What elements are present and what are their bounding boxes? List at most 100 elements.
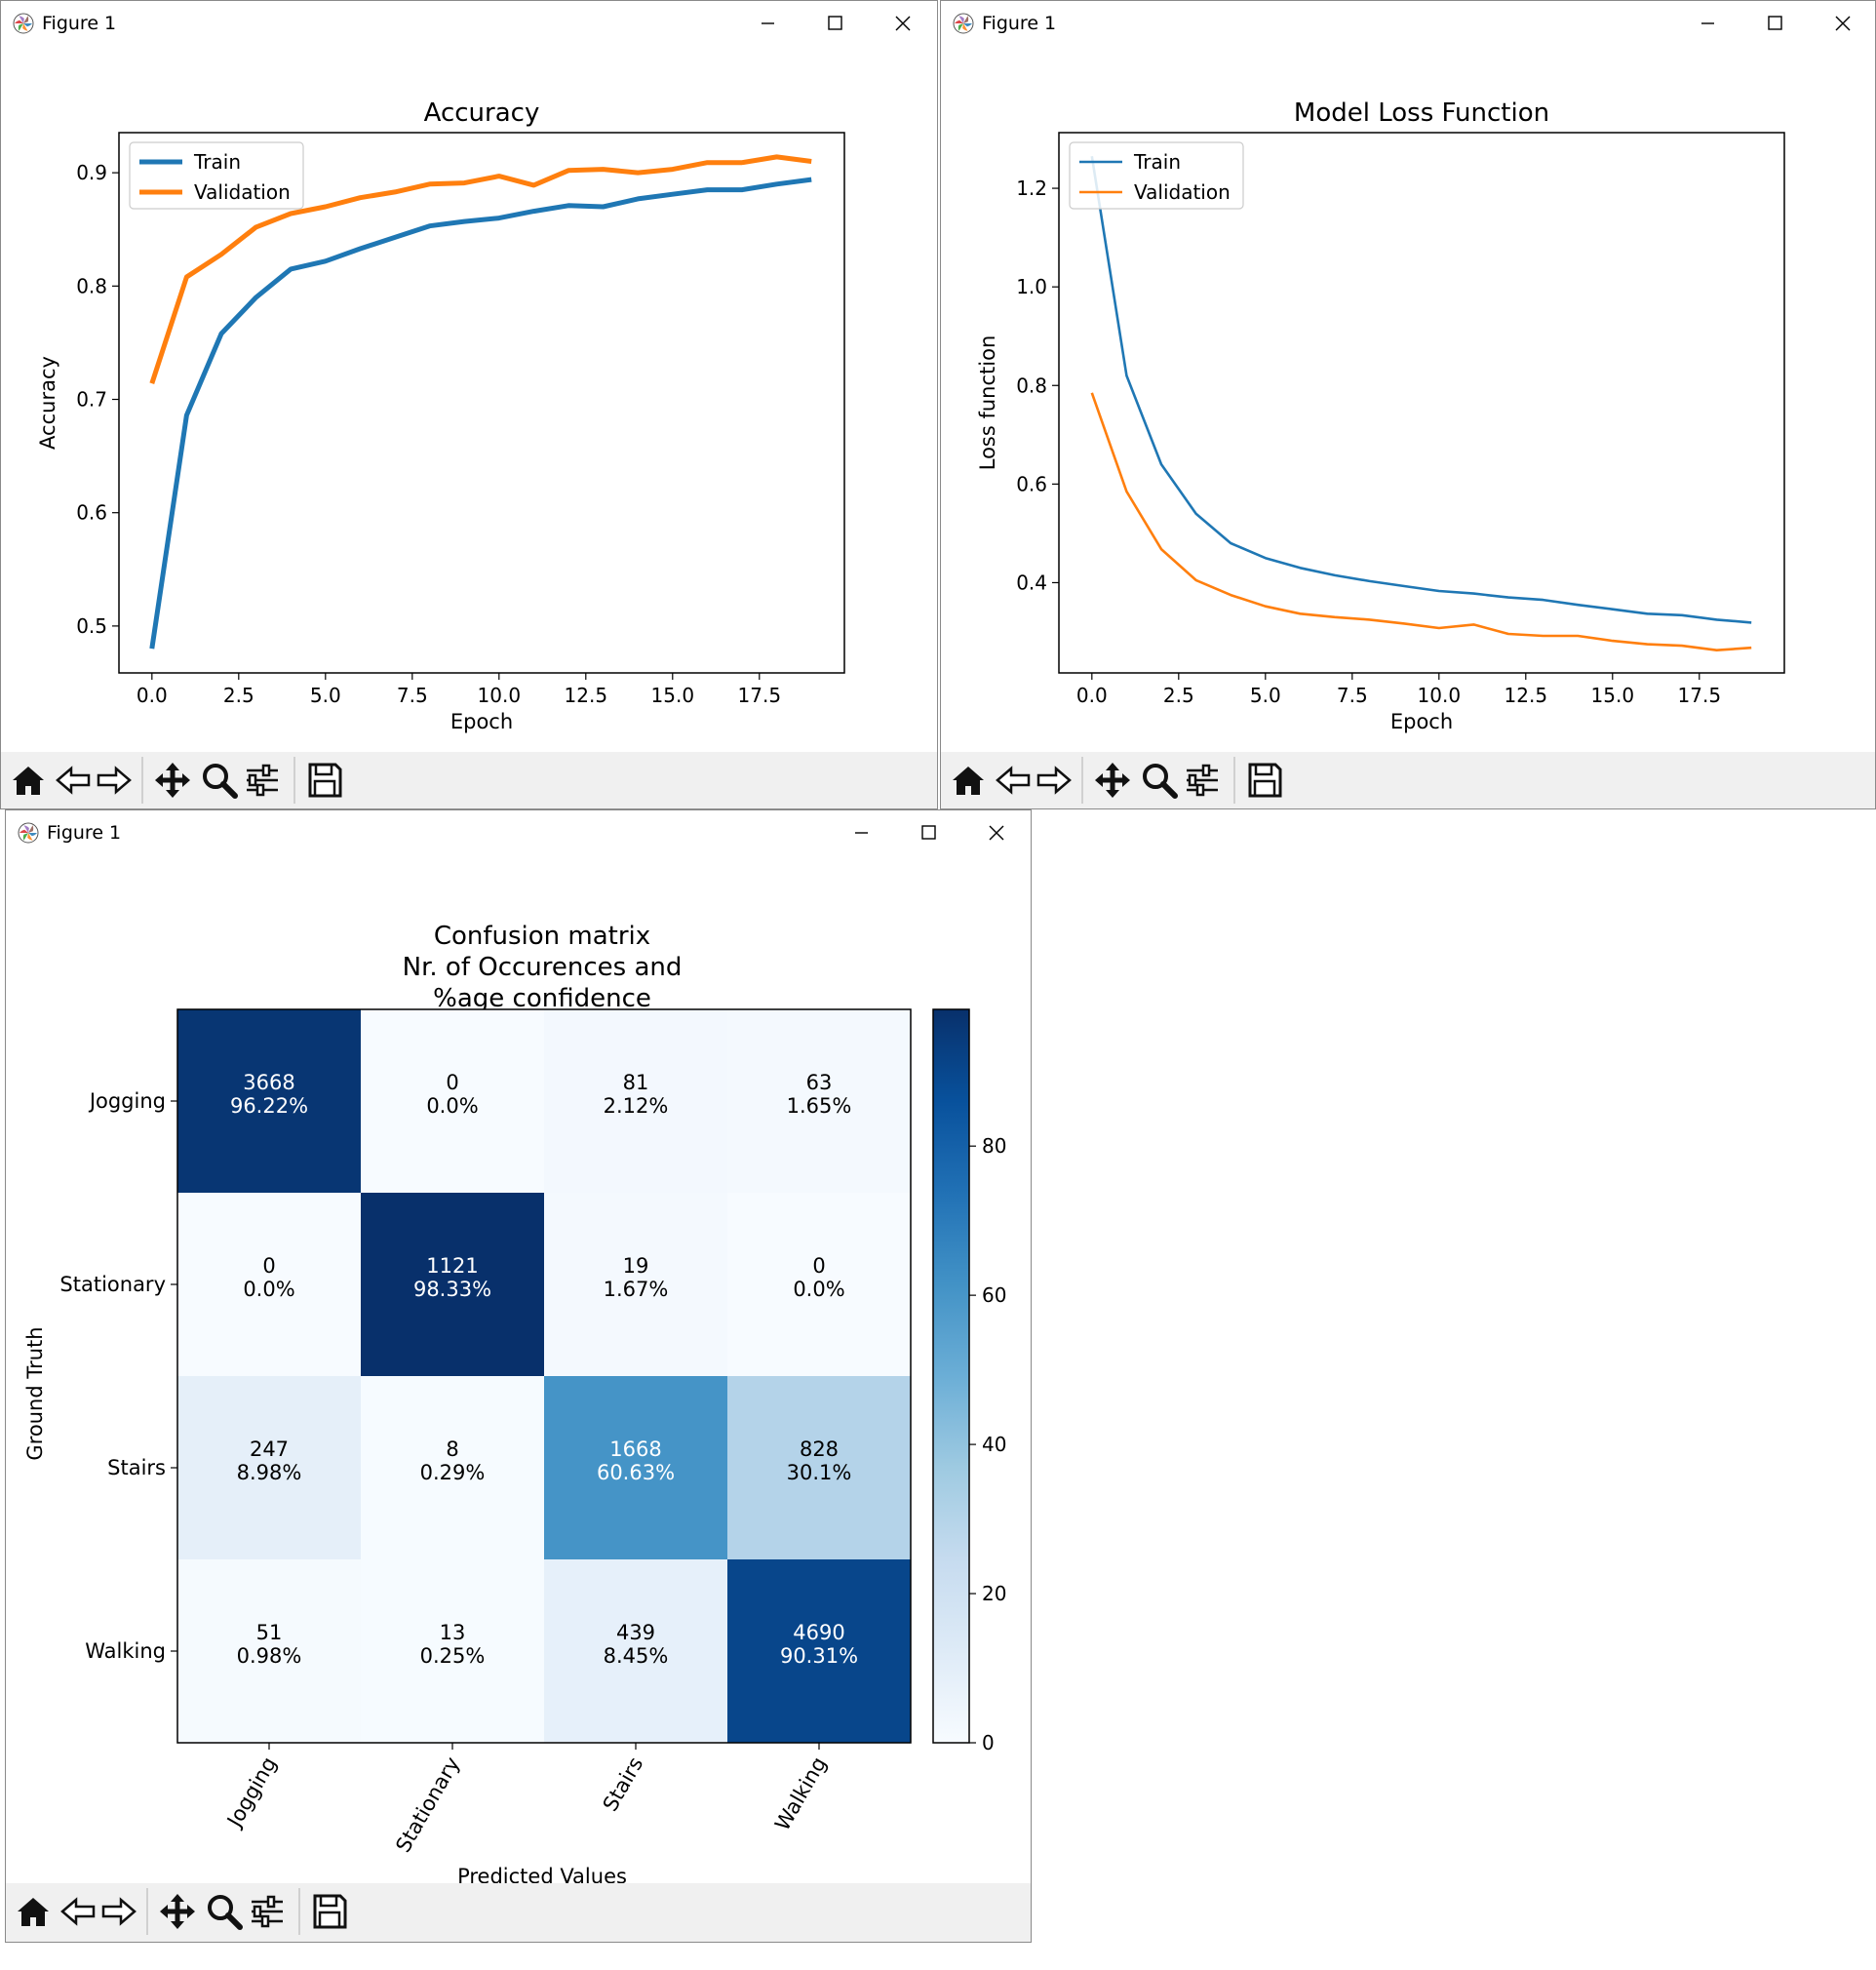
back-arrow-icon[interactable]: [992, 759, 1035, 802]
home-icon[interactable]: [12, 1890, 55, 1933]
heatmap-cell: [361, 1009, 545, 1194]
minimize-icon[interactable]: [840, 816, 882, 849]
accuracy-chart[interactable]: Accuracy 0.0 2.5 5.0 7.5 10.0 12.5 15.0 17.5 0.5 0…: [1, 48, 937, 752]
titlebar[interactable]: Figure 1: [941, 1, 1875, 48]
x-tick-label: 2.5: [1163, 684, 1194, 707]
disk-shutter: [1254, 763, 1273, 776]
minimize-icon[interactable]: [1686, 7, 1729, 40]
forward-arrow-icon[interactable]: [98, 1890, 140, 1933]
cell-percent: 0.98%: [237, 1644, 302, 1668]
x-axis-label: Epoch: [1390, 710, 1453, 733]
disk-label: [318, 1911, 341, 1929]
maximize-icon[interactable]: [1753, 7, 1796, 40]
titlebar[interactable]: Figure 1: [6, 810, 1031, 857]
zoom-icon[interactable]: [198, 759, 241, 802]
handle: [220, 781, 238, 799]
colorbar-tick-label: 40: [982, 1433, 1006, 1456]
slider-knob: [1195, 783, 1205, 797]
configure-subplots-icon[interactable]: [246, 1890, 289, 1933]
navigation-toolbar: [941, 752, 1875, 808]
chart-title: Accuracy: [424, 98, 540, 128]
logo-wedge: [963, 23, 972, 27]
pan-icon[interactable]: [1091, 759, 1134, 802]
logo-wedge: [27, 833, 33, 841]
back-arrow-icon[interactable]: [52, 759, 95, 802]
zoom-icon[interactable]: [1138, 759, 1181, 802]
logo-wedge: [28, 825, 34, 833]
toolbar-separator: [1081, 757, 1083, 804]
x-axis-label: Epoch: [450, 710, 513, 733]
legend-label-validation: Validation: [194, 180, 291, 204]
cell-percent: 2.12%: [604, 1094, 669, 1118]
save-icon[interactable]: [308, 1890, 351, 1933]
zoom-icon[interactable]: [203, 1890, 246, 1933]
lens: [208, 1895, 233, 1920]
cell-count: 0: [812, 1254, 825, 1278]
pan-icon[interactable]: [156, 1890, 199, 1933]
home-icon[interactable]: [7, 759, 50, 802]
close-icon[interactable]: [975, 816, 1018, 849]
x-tick-label: 10.0: [478, 684, 522, 707]
cell-count: 13: [440, 1621, 466, 1644]
cell-count: 247: [250, 1438, 289, 1461]
cell-percent: 8.98%: [237, 1461, 302, 1484]
handle: [1160, 781, 1178, 799]
disk-label: [1253, 779, 1276, 798]
heatmap-cell: [177, 1193, 362, 1377]
configure-subplots-icon[interactable]: [241, 759, 284, 802]
minimize-icon[interactable]: [746, 7, 789, 40]
cell-percent: 8.45%: [604, 1644, 669, 1668]
col-label: Walking: [770, 1753, 831, 1835]
arrow-shape: [56, 766, 91, 795]
navigation-toolbar: [6, 1883, 1031, 1942]
pan-icon[interactable]: [151, 759, 194, 802]
cell-percent: 0.0%: [793, 1278, 844, 1301]
heatmap-cell: [361, 1193, 545, 1377]
logo-wedge: [958, 23, 963, 31]
maximize-icon[interactable]: [813, 7, 856, 40]
pan-shape: [1095, 763, 1130, 798]
configure-subplots-icon[interactable]: [1181, 759, 1224, 802]
forward-arrow-icon[interactable]: [1033, 759, 1075, 802]
y-axis-label: Ground Truth: [23, 1326, 47, 1460]
window-title: Figure 1: [47, 822, 122, 844]
loss-chart[interactable]: Model Loss Function 0.0 2.5 5.0 7.5 10.0 12.5 1…: [941, 48, 1875, 752]
titlebar[interactable]: Figure 1: [1, 1, 937, 48]
maximize-icon[interactable]: [907, 816, 950, 849]
heatmap-cell: [544, 1193, 728, 1377]
cell-percent: 0.29%: [420, 1461, 486, 1484]
disk-shutter: [314, 763, 333, 776]
heatmap-cell: [177, 1376, 362, 1560]
slider-knob: [255, 783, 265, 797]
cell-percent: 30.1%: [787, 1461, 852, 1484]
cell-count: 51: [256, 1621, 283, 1644]
save-icon[interactable]: [1243, 759, 1286, 802]
logo-wedge: [23, 825, 29, 833]
logo-wedge: [22, 23, 28, 31]
logo-wedge: [23, 23, 32, 27]
chart-title-line: Nr. of Occurences and: [403, 953, 683, 982]
col-label: Stairs: [599, 1753, 648, 1816]
row-label: Stationary: [59, 1273, 166, 1296]
chart-title: Model Loss Function: [1294, 98, 1549, 128]
save-icon[interactable]: [303, 759, 346, 802]
heatmap-cell: [177, 1009, 362, 1194]
cell-count: 1668: [609, 1438, 661, 1461]
close-icon[interactable]: [881, 7, 924, 40]
toolbar-separator: [1233, 757, 1235, 804]
back-arrow-icon[interactable]: [57, 1890, 99, 1933]
heatmap-cell: [361, 1559, 545, 1744]
cell-percent: 0.0%: [243, 1278, 294, 1301]
lens: [1143, 764, 1168, 789]
close-icon[interactable]: [1821, 7, 1864, 40]
logo-wedge: [22, 833, 28, 841]
navigation-toolbar: [1, 752, 937, 808]
chart-title-line: %age confidence: [433, 984, 651, 1013]
y-axis-label: Loss function: [976, 335, 999, 471]
pan-shape: [160, 1894, 195, 1929]
cell-percent: 1.67%: [604, 1278, 669, 1301]
cell-count: 0: [262, 1254, 275, 1278]
forward-arrow-icon[interactable]: [93, 759, 136, 802]
home-icon[interactable]: [947, 759, 990, 802]
